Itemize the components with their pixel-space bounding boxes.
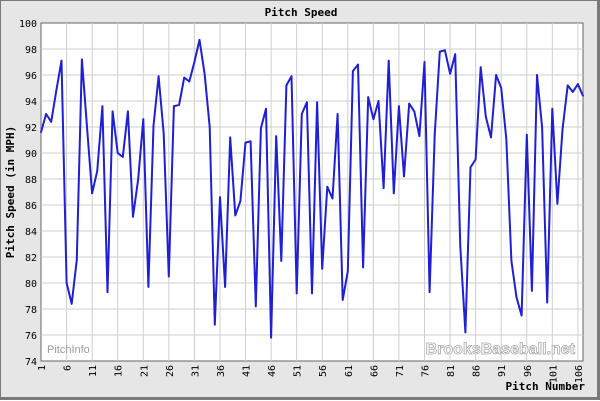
x-tick-label: 86 [472, 365, 483, 377]
y-tick-label: 74 [25, 357, 37, 368]
y-tick-label: 86 [25, 201, 37, 212]
y-tick-label: 80 [25, 279, 37, 290]
x-axis-label: Pitch Number [506, 380, 586, 393]
y-tick-label: 82 [25, 253, 37, 264]
y-tick-label: 78 [25, 305, 37, 316]
brooksbaseball-watermark: BrooksBaseball.net [426, 341, 576, 358]
x-tick-label: 96 [523, 365, 534, 377]
y-tick-label: 84 [25, 227, 37, 238]
y-axis-label: Pitch Speed (in MPH) [4, 126, 17, 258]
y-tick-label: 76 [25, 331, 37, 342]
y-tick-label: 90 [25, 149, 37, 160]
x-tick-label: 91 [497, 365, 508, 377]
x-tick-label: 31 [190, 365, 201, 377]
x-tick-label: 66 [369, 365, 380, 377]
y-tick-labels: 74 76 78 80 82 84 86 88 90 92 94 96 98 100 [19, 19, 37, 368]
y-tick-label: 100 [19, 19, 37, 30]
x-tick-label: 106 [574, 365, 585, 383]
plot-area [40, 22, 584, 362]
series-line [40, 38, 584, 339]
x-tick-label: 51 [293, 365, 304, 377]
chart-title: Pitch Speed [265, 6, 338, 19]
y-tick-label: 94 [25, 97, 37, 108]
x-tick-label: 1 [37, 365, 48, 371]
x-tick-label: 71 [395, 365, 406, 377]
x-tick-label: 101 [548, 365, 559, 383]
y-tick-label: 98 [25, 45, 37, 56]
x-tick-label: 76 [420, 365, 431, 377]
x-tick-label: 11 [88, 365, 99, 377]
y-tick-label: 92 [25, 123, 37, 134]
x-tick-label: 16 [114, 365, 125, 377]
x-tick-label: 56 [318, 365, 329, 377]
x-tick-labels: 1 6 11 16 21 26 31 36 41 46 51 56 61 66 71 76 81 86 91 96 10… [37, 365, 585, 383]
pitchinfo-logo: PitchInfo [47, 344, 90, 356]
x-tick-label: 21 [139, 365, 150, 377]
x-tick-label: 26 [165, 365, 176, 377]
y-tick-label: 96 [25, 71, 37, 82]
x-tick-label: 46 [267, 365, 278, 377]
x-tick-label: 6 [63, 365, 74, 371]
x-tick-label: 41 [242, 365, 253, 377]
x-tick-label: 81 [446, 365, 457, 377]
y-tick-label: 88 [25, 175, 37, 186]
x-tick-label: 61 [344, 365, 355, 377]
x-tick-label: 36 [216, 365, 227, 377]
